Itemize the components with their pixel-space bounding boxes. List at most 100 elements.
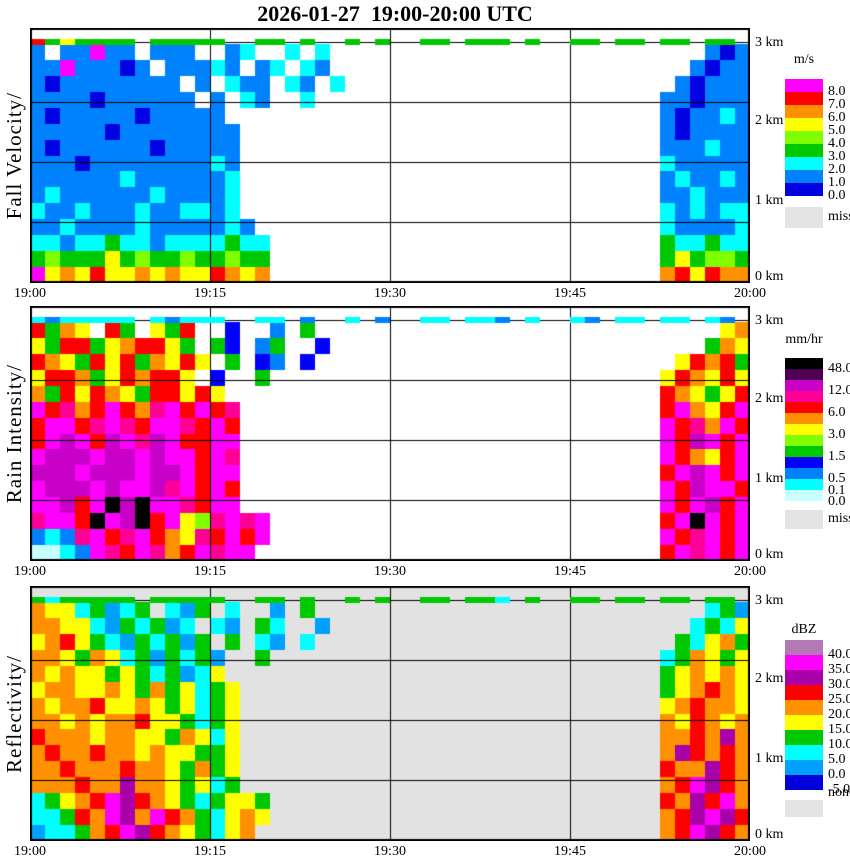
fall-velocity-colorbar-label-8.0: 8.0	[828, 84, 846, 99]
rain-intensity-colorbar-label-0.1: 0.1	[828, 483, 846, 498]
rain-intensity-colorbar-missing-band	[785, 510, 823, 529]
fall-velocity-colorbar-label-1.0: 1.0	[828, 175, 846, 190]
reflectivity-colorbar-label-40.0: 40.0	[828, 647, 850, 662]
reflectivity-colorbar-band-3	[785, 685, 823, 700]
reflectivity-colorbar-label-5.0: 5.0	[828, 752, 846, 767]
rain-intensity-colorbar-title: mm/hr	[785, 332, 823, 347]
rain-intensity-xtick-1915: 19:15	[194, 564, 226, 579]
fall-velocity-colorbar-band-3	[785, 118, 823, 131]
reflectivity-ytick-1km: 1 km	[755, 751, 784, 766]
fall-velocity-ytick-0km: 0 km	[755, 269, 784, 284]
fall-velocity-axis-title: Fall Velocity/	[1, 28, 27, 283]
reflectivity-ytick-0km: 0 km	[755, 827, 784, 842]
reflectivity-xtick-1945: 19:45	[554, 844, 586, 859]
fall-velocity-xtick-1930: 19:30	[374, 286, 406, 301]
rain-intensity-colorbar-band-1	[785, 369, 823, 380]
rain-intensity-colorbar-label-6.0: 6.0	[828, 405, 846, 420]
rain-intensity-plot	[30, 306, 750, 561]
reflectivity-colorbar-band-2	[785, 670, 823, 685]
reflectivity-colorbar-label-10.0: 10.0	[828, 737, 850, 752]
reflectivity-plot	[30, 586, 750, 841]
fall-velocity-xtick-1945: 19:45	[554, 286, 586, 301]
rain-intensity-xtick-1945: 19:45	[554, 564, 586, 579]
rain-intensity-axis-title: Rain Intensity/	[1, 306, 27, 561]
rain-intensity-colorbar-band-9	[785, 457, 823, 468]
fall-velocity-colorbar-label-7.0: 7.0	[828, 97, 846, 112]
fall-velocity-colorbar-missing-label: miss	[828, 209, 850, 224]
reflectivity-colorbar-band-7	[785, 745, 823, 760]
reflectivity-ytick-2km: 2 km	[755, 671, 784, 686]
rain-intensity-colorbar-missing-label: miss	[828, 511, 850, 526]
rain-intensity-xtick-1930: 19:30	[374, 564, 406, 579]
rain-intensity-xtick-2000: 20:00	[734, 564, 766, 579]
reflectivity-xtick-1915: 19:15	[194, 844, 226, 859]
reflectivity-axis-title-text: Reflectivity/	[1, 654, 26, 773]
fall-velocity-colorbar-label-0.0: 0.0	[828, 188, 846, 203]
rain-intensity-colorbar-band-3	[785, 391, 823, 402]
rain-intensity-colorbar-band-4	[785, 402, 823, 413]
rain-intensity-ytick-2km: 2 km	[755, 391, 784, 406]
reflectivity-colorbar-label-25.0: 25.0	[828, 692, 850, 707]
reflectivity-colorbar-band-1	[785, 655, 823, 670]
reflectivity-colorbar-band-0	[785, 640, 823, 655]
fall-velocity-colorbar-label-4.0: 4.0	[828, 136, 846, 151]
fall-velocity-xtick-1900: 19:00	[14, 286, 46, 301]
fall-velocity-colorbar-band-8	[785, 183, 823, 196]
rain-intensity-heatmap	[30, 306, 750, 561]
reflectivity-axis-title: Reflectivity/	[1, 586, 27, 841]
reflectivity-heatmap	[30, 586, 750, 841]
fall-velocity-plot	[30, 28, 750, 283]
reflectivity-colorbar-band-4	[785, 700, 823, 715]
fall-velocity-colorbar-band-1	[785, 92, 823, 105]
reflectivity-xtick-1900: 19:00	[14, 844, 46, 859]
rain-intensity-colorbar-band-6	[785, 424, 823, 435]
fall-velocity-colorbar-missing-band	[785, 207, 823, 228]
reflectivity-colorbar-label-15.0: 15.0	[828, 722, 850, 737]
rain-intensity-colorbar-band-12	[785, 490, 823, 501]
reflectivity-colorbar-label-0.0: 0.0	[828, 767, 846, 782]
rain-intensity-colorbar-label-12.0: 12.0	[828, 383, 850, 398]
reflectivity-xtick-1930: 19:30	[374, 844, 406, 859]
fall-velocity-xtick-1915: 19:15	[194, 286, 226, 301]
fall-velocity-colorbar-band-0	[785, 79, 823, 92]
rain-intensity-colorbar-label-0.0: 0.0	[828, 494, 846, 509]
rain-intensity-colorbar-band-5	[785, 413, 823, 424]
rain-intensity-colorbar-band-10	[785, 468, 823, 479]
rain-intensity-ytick-3km: 3 km	[755, 313, 784, 328]
reflectivity-colorbar-missing-label: none	[828, 785, 850, 800]
reflectivity-colorbar-label-30.0: 30.0	[828, 677, 850, 692]
rain-intensity-colorbar-band-0	[785, 358, 823, 369]
fall-velocity-axis-title-text: Fall Velocity/	[1, 91, 26, 220]
page-title: 2026-01-27 19:00-20:00 UTC	[257, 1, 533, 26]
rain-intensity-colorbar-label-0.5: 0.5	[828, 471, 846, 486]
fall-velocity-colorbar-title: m/s	[793, 52, 815, 67]
reflectivity-colorbar-missing-band	[785, 800, 823, 817]
rain-intensity-xtick-1900: 19:00	[14, 564, 46, 579]
fall-velocity-ytick-2km: 2 km	[755, 113, 784, 128]
fall-velocity-colorbar-band-5	[785, 144, 823, 157]
fall-velocity-ytick-3km: 3 km	[755, 35, 784, 50]
reflectivity-colorbar-band-9	[785, 775, 823, 790]
rain-intensity-colorbar-label-48.0: 48.0	[828, 361, 850, 376]
rain-intensity-colorbar-band-8	[785, 446, 823, 457]
reflectivity-colorbar-title: dBZ	[791, 622, 817, 637]
reflectivity-colorbar-band-5	[785, 715, 823, 730]
rain-intensity-colorbar-label-1.5: 1.5	[828, 449, 846, 464]
rain-intensity-colorbar-band-2	[785, 380, 823, 391]
rain-intensity-colorbar-label-3.0: 3.0	[828, 427, 846, 442]
reflectivity-xtick-2000: 20:00	[734, 844, 766, 859]
reflectivity-colorbar-label-35.0: 35.0	[828, 662, 850, 677]
fall-velocity-ytick-1km: 1 km	[755, 193, 784, 208]
fall-velocity-xtick-2000: 20:00	[734, 286, 766, 301]
fall-velocity-colorbar-label-3.0: 3.0	[828, 149, 846, 164]
rain-intensity-axis-title-text: Rain Intensity/	[1, 363, 26, 504]
fall-velocity-colorbar-band-6	[785, 157, 823, 170]
rain-intensity-colorbar-band-7	[785, 435, 823, 446]
fall-velocity-colorbar-band-4	[785, 131, 823, 144]
reflectivity-colorbar-band-8	[785, 760, 823, 775]
rain-intensity-colorbar-band-11	[785, 479, 823, 490]
reflectivity-colorbar-label--5.0: -5.0	[828, 782, 850, 797]
rain-intensity-ytick-1km: 1 km	[755, 471, 784, 486]
